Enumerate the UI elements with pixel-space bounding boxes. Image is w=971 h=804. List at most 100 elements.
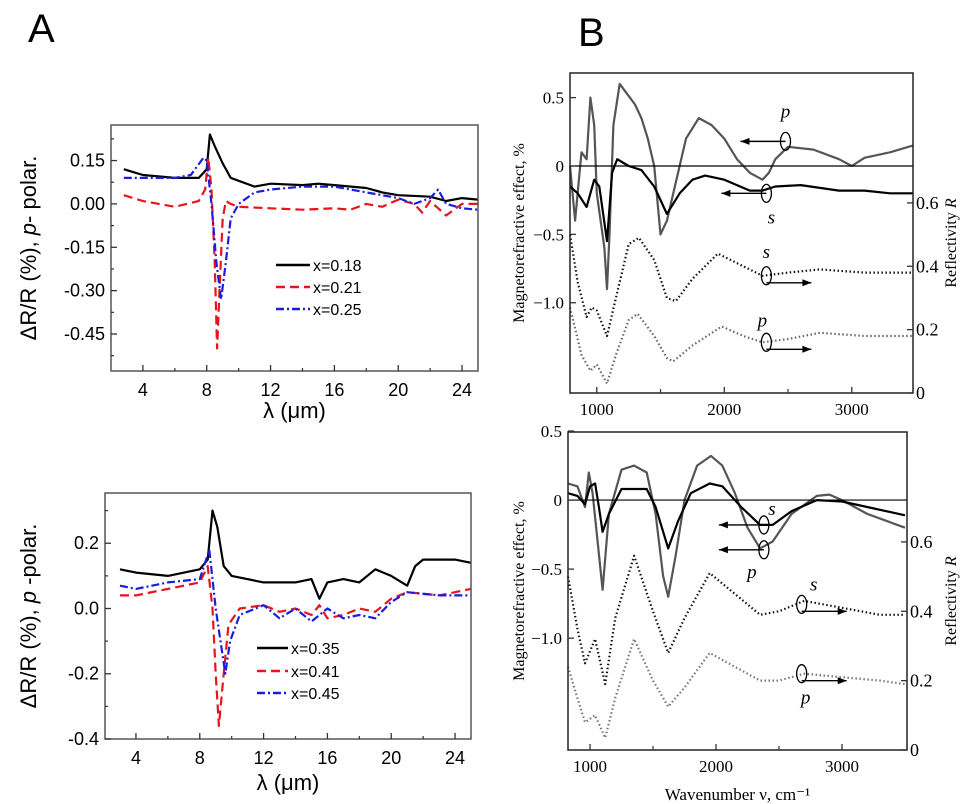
y-axis-label: Magnetorefractive effect, % — [511, 501, 528, 681]
x-tick-label: 20 — [388, 380, 408, 400]
x-tick-label: 20 — [381, 748, 401, 768]
curve-marker-ellipse — [760, 332, 773, 352]
x-tick-label: 2000 — [707, 400, 741, 419]
series-line-s-2 — [568, 234, 913, 338]
series-line-x-0-25-2 — [123, 156, 479, 301]
y-tick-label: 0.5 — [543, 89, 564, 108]
x-tick-label: 1000 — [580, 400, 614, 419]
panel-B-bottom: 1000 2000 3000 0.5 0 −0.5 −1.0 0.6 0.4 0.2 0 Reflec… — [511, 422, 960, 804]
y-axis-label-part: - polar. — [16, 156, 41, 223]
x-tick-label: 12 — [254, 748, 274, 768]
y-tick-label: 0 — [556, 157, 565, 176]
panel-B-top: 1000 2000 3000 0.5 0 −0.5 −1.0 0.6 0.4 0.2 0 Reflec… — [511, 72, 960, 419]
arrow-head-icon — [718, 546, 728, 554]
arrow-head-icon — [837, 677, 847, 685]
series-line-s-1 — [567, 482, 906, 550]
plot-frame — [104, 492, 472, 740]
y2-axis-label-part: Reflectivity — [943, 208, 960, 288]
x-tick-label: 24 — [445, 748, 465, 768]
polarization-label: p — [799, 688, 811, 709]
x-tick-label: 3000 — [825, 757, 859, 776]
arrow-head-icon — [718, 521, 728, 529]
legend-label: x=0.41 — [291, 664, 340, 681]
y-tick-label: -0.45 — [64, 324, 105, 344]
arrow-head-icon — [802, 345, 812, 353]
y-tick-label: −1.0 — [531, 629, 562, 648]
y-tick-label: 0.00 — [70, 194, 105, 214]
y-axis-label-part: -polar. — [16, 524, 41, 591]
x-tick-label: 4 — [131, 748, 141, 768]
y-tick-label: 0.0 — [74, 598, 99, 618]
y-tick-label: -0.15 — [64, 237, 105, 257]
y2-tick-label: 0 — [910, 740, 919, 760]
series-line-p-0 — [568, 82, 914, 291]
y2-axis-label-part: R — [943, 198, 960, 209]
y-tick-label: 0 — [554, 491, 563, 510]
arrow-head-icon — [837, 607, 847, 615]
legend-label: x=0.21 — [313, 280, 362, 297]
polarization-label: s — [768, 499, 775, 520]
series-line-p-3 — [568, 307, 913, 385]
y-tick-label: -0.4 — [68, 729, 99, 749]
y2-axis-label: Reflectivity R — [943, 198, 960, 288]
panel-A-top: 4 8 12 16 20 24 0.15 0.00 -0.15 -0.30 -0.45 ΔR/R (%… — [16, 124, 479, 423]
x-tick-label: 2000 — [699, 757, 733, 776]
series-line-x-0-41-1 — [120, 565, 472, 727]
y2-tick-label: 0.4 — [910, 601, 933, 621]
x-tick-label: 16 — [324, 380, 344, 400]
y-tick-label: −0.5 — [533, 225, 564, 244]
y2-tick-label: 0 — [916, 383, 925, 403]
series-line-x-0-45-2 — [119, 548, 471, 675]
y-tick-label: −0.5 — [531, 560, 562, 579]
curve-marker-ellipse — [796, 664, 808, 684]
polarization-label: s — [768, 207, 775, 228]
curve-marker-ellipse — [796, 594, 808, 615]
arrow-head-icon — [802, 279, 812, 287]
y-tick-label: 0.15 — [70, 151, 105, 171]
y-tick-label: 0.2 — [74, 533, 99, 553]
series-line-p-3 — [566, 637, 906, 739]
x-tick-label: 4 — [138, 380, 148, 400]
y-tick-label: -0.2 — [68, 664, 99, 684]
y-tick-label: 0.5 — [541, 422, 562, 441]
x-axis-label: Wavenumber ν, cm⁻¹ — [665, 785, 810, 804]
series-line-x-0-18-0 — [123, 133, 479, 203]
plot-frame — [110, 124, 479, 372]
arrow-head-icon — [721, 189, 731, 197]
series-line-s-2 — [566, 554, 905, 686]
x-axis-label: λ (μm) — [257, 770, 320, 795]
x-tick-label: 8 — [195, 748, 205, 768]
plot-frame — [567, 431, 908, 751]
y-axis-label: ΔR/R (%), p- polar. — [16, 156, 41, 341]
y2-tick-label: 0.2 — [916, 320, 939, 340]
series-line-s-1 — [569, 158, 913, 243]
y-axis-label-part: ΔR/R (%), — [16, 603, 41, 708]
y-axis-label-part: p — [16, 591, 41, 604]
x-tick-label: 1000 — [573, 757, 607, 776]
legend-label: x=0.45 — [291, 686, 340, 703]
x-tick-label: 16 — [317, 748, 337, 768]
polarization-label: p — [745, 562, 757, 583]
panel-A-bottom: 4 8 12 16 20 24 0.2 0.0 -0.2 -0.4 ΔR/R (%), p -pol… — [16, 492, 472, 795]
x-axis-label: λ (μm) — [263, 398, 326, 423]
legend-label: x=0.25 — [313, 302, 362, 319]
y2-tick-label: 0.4 — [916, 256, 939, 276]
y2-tick-label: 0.2 — [910, 671, 933, 691]
x-tick-label: 12 — [261, 380, 281, 400]
y-axis-label-part: ΔR/R (%), — [16, 235, 41, 340]
legend-label: x=0.18 — [313, 258, 362, 275]
y2-axis-label: Reflectivity R — [943, 556, 960, 646]
y-axis-label-part: p — [16, 223, 41, 236]
y-axis-label: Magnetorefractive effect, % — [511, 143, 528, 323]
plot-frame — [569, 72, 914, 394]
polarization-label: s — [763, 242, 770, 263]
polarization-label: p — [756, 310, 768, 331]
curve-marker-ellipse — [760, 266, 773, 286]
y2-axis-label-part: R — [943, 556, 960, 567]
y-axis-label: ΔR/R (%), p -polar. — [16, 524, 41, 709]
y2-tick-label: 0.6 — [916, 193, 939, 213]
legend-label: x=0.35 — [291, 641, 340, 658]
y-tick-label: -0.30 — [64, 281, 105, 301]
series-line-x-0-21-1 — [123, 156, 478, 350]
